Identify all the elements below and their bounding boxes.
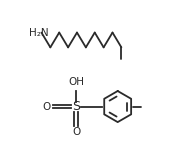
Text: O: O — [42, 102, 50, 112]
Text: OH: OH — [68, 77, 84, 87]
Text: S: S — [72, 100, 80, 113]
Text: O: O — [72, 127, 80, 137]
Text: H₂N: H₂N — [29, 28, 49, 38]
